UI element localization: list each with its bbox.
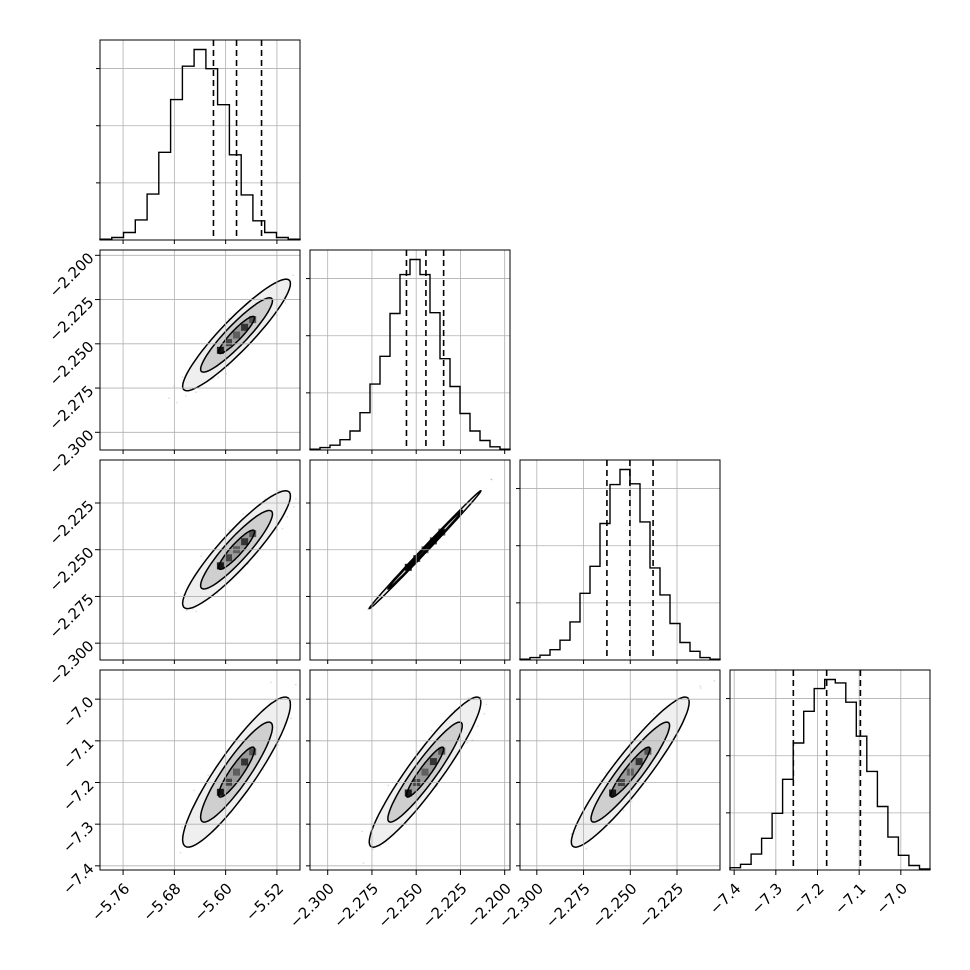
density-core [241, 323, 249, 331]
sample-point [277, 489, 280, 492]
sample-point [195, 391, 197, 394]
density-core [241, 538, 249, 546]
sample-point [242, 513, 245, 515]
sample-point [181, 376, 184, 378]
density-core [233, 331, 240, 339]
contour-line [217, 315, 256, 355]
sample-point [292, 274, 295, 277]
contour-line [181, 278, 292, 392]
sample-point [184, 395, 187, 397]
sample-point [292, 505, 295, 508]
contour-line [217, 529, 256, 571]
sample-point [284, 302, 287, 304]
sample-point [313, 480, 315, 482]
density-core [216, 346, 224, 354]
sample-point [281, 527, 284, 530]
density-core [249, 530, 257, 538]
sample-point [176, 401, 178, 404]
contour-line [181, 490, 292, 610]
sample-point [490, 478, 493, 481]
density-core [249, 316, 257, 324]
density-core [225, 339, 232, 347]
sample-point [195, 610, 198, 613]
density-fills [181, 278, 292, 392]
density-core [216, 562, 224, 570]
sample-point [185, 609, 188, 612]
sample-point [168, 397, 171, 399]
sample-point [228, 529, 231, 532]
contour-line [199, 297, 274, 373]
sample-point [490, 478, 493, 481]
sample-point [227, 317, 230, 320]
contour-line [199, 509, 274, 590]
sample-point [294, 498, 297, 500]
sample-point [217, 376, 220, 379]
sample-point [192, 608, 195, 610]
sample-point [174, 592, 177, 594]
density-core [225, 554, 232, 562]
density-fill-layer [168, 274, 716, 864]
sample-point [200, 555, 202, 557]
sample-point [286, 515, 289, 518]
